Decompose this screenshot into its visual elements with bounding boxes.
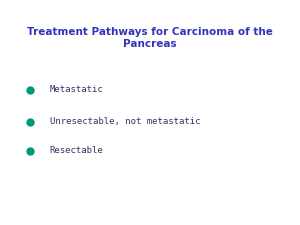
Text: Metastatic: Metastatic — [50, 86, 103, 94]
Text: Unresectable, not metastatic: Unresectable, not metastatic — [50, 117, 200, 126]
Text: Resectable: Resectable — [50, 146, 103, 155]
Text: Treatment Pathways for Carcinoma of the
Pancreas: Treatment Pathways for Carcinoma of the … — [27, 27, 273, 50]
